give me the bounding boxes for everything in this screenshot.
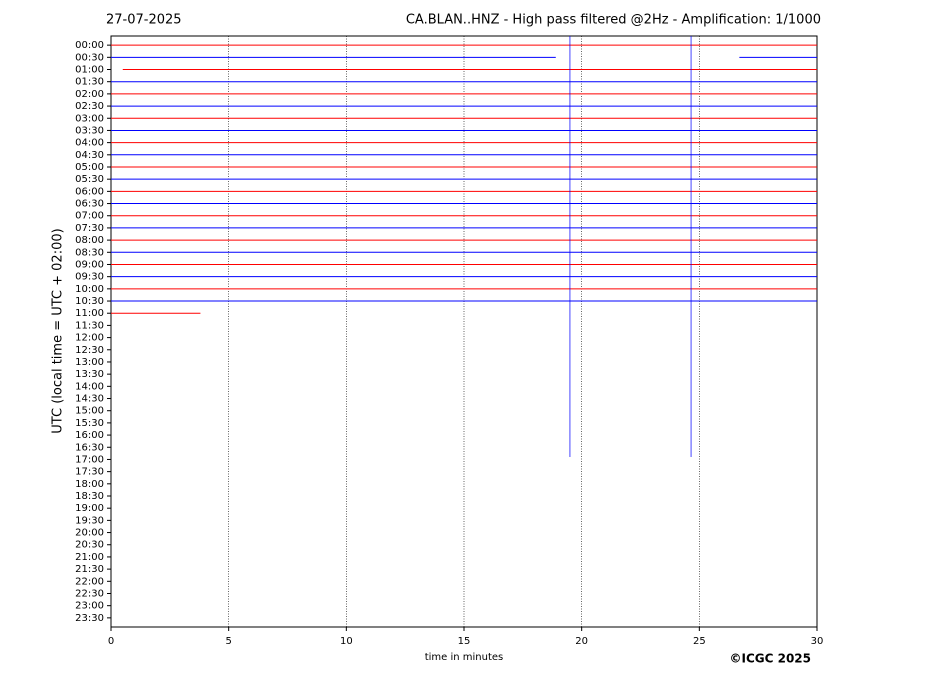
y-tick-label: 10:30 xyxy=(75,296,104,307)
chart-title: CA.BLAN..HNZ - High pass filtered @2Hz -… xyxy=(406,13,821,28)
y-tick-label: 15:00 xyxy=(75,406,104,417)
y-tick-label: 21:00 xyxy=(75,552,104,563)
y-tick-label: 06:30 xyxy=(75,199,104,210)
x-tick-label: 25 xyxy=(693,636,706,647)
x-tick-label: 20 xyxy=(575,636,588,647)
y-tick-label: 03:30 xyxy=(75,125,104,136)
date: 27-07-2025 xyxy=(106,13,182,28)
y-tick-label: 06:00 xyxy=(75,186,104,197)
y-tick-label: 00:30 xyxy=(75,52,104,63)
y-tick-label: 08:00 xyxy=(75,235,104,246)
x-tick-label: 0 xyxy=(108,636,114,647)
y-tick-label: 22:30 xyxy=(75,588,104,599)
y-tick-label: 08:30 xyxy=(75,247,104,258)
y-tick-label: 20:30 xyxy=(75,540,104,551)
y-tick-label: 11:30 xyxy=(75,320,104,331)
y-tick-label: 00:00 xyxy=(75,40,104,51)
y-tick-label: 07:00 xyxy=(75,211,104,222)
x-tick-label: 30 xyxy=(811,636,824,647)
x-axis-label: time in minutes xyxy=(425,652,504,663)
y-tick-label: 23:30 xyxy=(75,613,104,624)
y-tick-label: 01:30 xyxy=(75,77,104,88)
y-tick-label: 22:00 xyxy=(75,576,104,587)
y-tick-label: 18:00 xyxy=(75,479,104,490)
y-tick-label: 14:30 xyxy=(75,394,104,405)
y-tick-label: 14:00 xyxy=(75,381,104,392)
y-tick-label: 03:00 xyxy=(75,113,104,124)
y-tick-label: 16:00 xyxy=(75,430,104,441)
y-tick-label: 01:00 xyxy=(75,65,104,76)
x-tick-label: 10 xyxy=(340,636,353,647)
y-tick-label: 17:00 xyxy=(75,454,104,465)
y-tick-label: 05:30 xyxy=(75,174,104,185)
y-tick-label: 09:00 xyxy=(75,259,104,270)
y-tick-label: 13:30 xyxy=(75,369,104,380)
y-tick-label: 15:30 xyxy=(75,418,104,429)
y-tick-label: 21:30 xyxy=(75,564,104,575)
y-tick-label: 12:00 xyxy=(75,333,104,344)
y-tick-label: 10:00 xyxy=(75,284,104,295)
y-tick-label: 11:00 xyxy=(75,308,104,319)
copyright: ©ICGC 2025 xyxy=(729,652,811,666)
x-tick-label: 5 xyxy=(225,636,231,647)
y-axis-label: UTC (local time = UTC + 02:00) xyxy=(51,228,66,433)
y-tick-label: 18:30 xyxy=(75,491,104,502)
x-tick-label: 15 xyxy=(458,636,471,647)
y-tick-label: 19:00 xyxy=(75,503,104,514)
y-tick-label: 05:00 xyxy=(75,162,104,173)
y-tick-label: 19:30 xyxy=(75,515,104,526)
y-tick-label: 12:30 xyxy=(75,345,104,356)
y-tick-label: 04:00 xyxy=(75,138,104,149)
y-tick-label: 20:00 xyxy=(75,528,104,539)
y-tick-label: 02:30 xyxy=(75,101,104,112)
y-tick-label: 07:30 xyxy=(75,223,104,234)
y-tick-label: 13:00 xyxy=(75,357,104,368)
y-tick-label: 02:00 xyxy=(75,89,104,100)
y-tick-label: 16:30 xyxy=(75,442,104,453)
y-tick-label: 04:30 xyxy=(75,150,104,161)
y-tick-label: 23:00 xyxy=(75,601,104,612)
y-tick-label: 09:30 xyxy=(75,272,104,283)
y-tick-label: 17:30 xyxy=(75,467,104,478)
